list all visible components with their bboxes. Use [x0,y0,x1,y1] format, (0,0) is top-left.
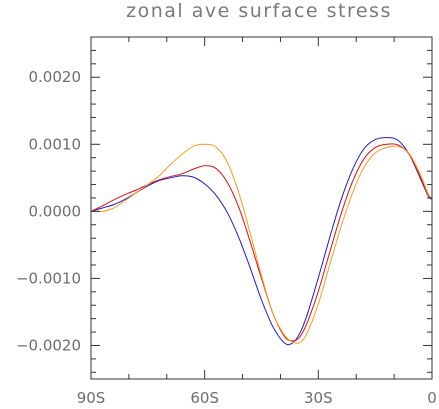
x-tick-label: 0 [427,389,437,407]
y-tick-label: 0.0000 [29,202,82,220]
x-tick-label: 60S [190,389,219,407]
series-line-1 [90,137,433,346]
series-line-2 [90,143,433,342]
series-layer [90,137,433,346]
plot-frame [90,36,433,380]
ticks-layer [90,36,433,379]
x-tick-label: 90S [77,389,106,407]
x-tick-label: 30S [304,389,333,407]
y-tick-label: −0.0020 [16,336,81,354]
chart-title: zonal ave surface stress [126,0,392,22]
tick-labels-layer: 0.0020 0.0010 0.0000 −0.0010 −0.0020 90S 60S 30… [16,68,437,407]
series-line-3 [90,143,433,344]
y-tick-label: 0.0020 [29,68,82,86]
y-tick-label: 0.0010 [29,135,82,153]
y-tick-label: −0.0010 [16,269,81,287]
